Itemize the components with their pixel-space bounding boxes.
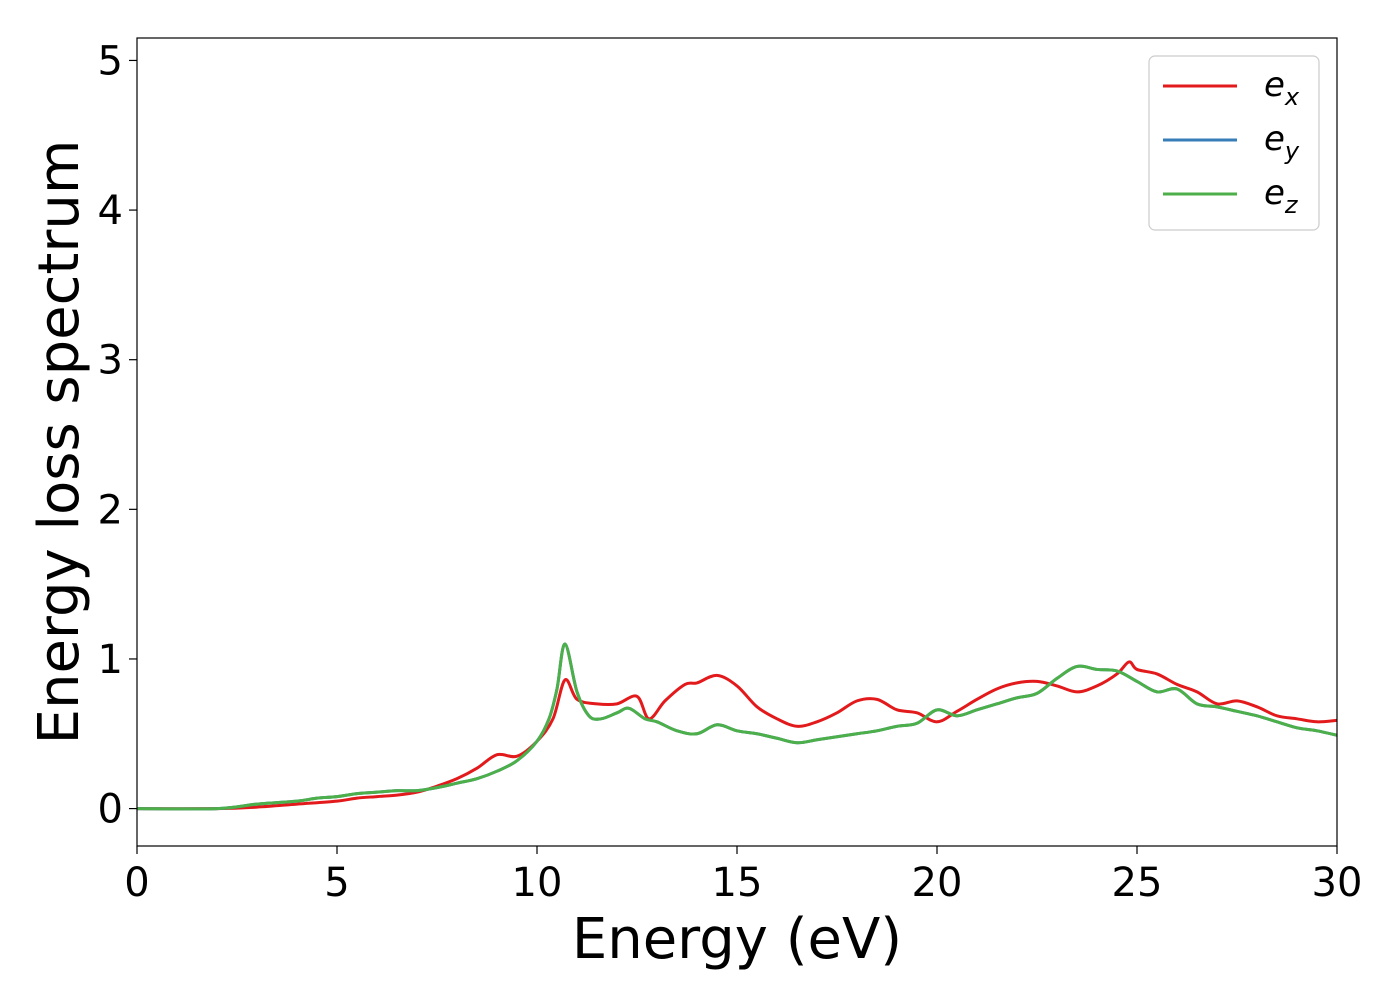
y-tick-label: 2 [98, 487, 123, 533]
x-tick-label: 30 [1312, 860, 1363, 906]
plot-background [137, 38, 1337, 846]
x-tick-label: 25 [1112, 860, 1163, 906]
x-tick-label: 5 [324, 860, 349, 906]
legend-label-base: e [1264, 65, 1285, 105]
y-tick-label: 3 [98, 338, 123, 384]
series-line-ex [137, 660, 1337, 811]
legend-label-subscript: y [1284, 137, 1300, 165]
legend-label-subscript: x [1284, 83, 1300, 111]
legend-label-base: e [1264, 173, 1285, 213]
legend-label-ex: ex [1264, 65, 1300, 111]
x-tick-label: 15 [712, 860, 763, 906]
y-tick-label: 4 [98, 188, 123, 234]
x-tick-label: 0 [124, 860, 149, 906]
x-tick-label: 10 [512, 860, 563, 906]
legend-box [1148, 55, 1320, 231]
series-line-ez [137, 642, 1337, 811]
x-tick-label: 20 [912, 860, 963, 906]
x-axis-ticks: 0 5 10 15 20 25 30 [124, 846, 1362, 906]
y-axis-ticks: 0 1 2 3 4 5 [98, 38, 137, 833]
y-axis-title: Energy loss spectrum [27, 140, 92, 745]
y-tick-label: 0 [98, 787, 123, 833]
legend-label-ez: ez [1264, 173, 1299, 219]
legend-label-subscript: z [1284, 191, 1299, 219]
series-layer [137, 642, 1337, 811]
legend-label-ey: ey [1264, 119, 1300, 165]
y-tick-label: 5 [98, 38, 123, 84]
legend-label-base: e [1264, 119, 1285, 159]
y-tick-label: 1 [98, 637, 123, 683]
x-axis-title: Energy (eV) [572, 907, 902, 972]
